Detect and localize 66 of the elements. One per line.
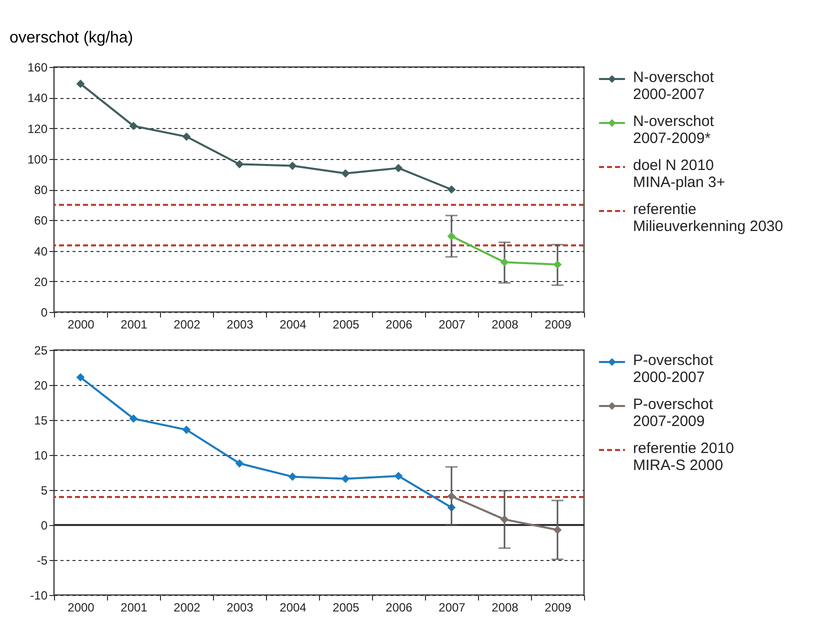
x-tick-label: 2000	[68, 600, 95, 614]
point	[235, 160, 244, 168]
x-tick-label: 2004	[280, 318, 307, 332]
point	[500, 515, 509, 524]
point	[341, 169, 350, 178]
y-tick-label: -5	[36, 554, 48, 568]
x-tick-label: 2009	[544, 318, 572, 332]
point	[76, 80, 85, 88]
x-tick-label: 2003	[226, 318, 254, 332]
x-tick-label: 2003	[226, 600, 254, 614]
y-tick-label: 100	[27, 152, 48, 166]
y-tick-label: 5	[40, 484, 48, 498]
y-tick-label: 120	[27, 122, 48, 136]
y-tick-label: 140	[27, 91, 48, 106]
point	[288, 162, 297, 170]
point	[553, 526, 562, 534]
x-tick-label: 2007	[438, 600, 466, 614]
point	[500, 258, 509, 266]
point	[447, 185, 456, 194]
point	[447, 492, 456, 500]
point	[182, 426, 191, 434]
x-tick-label: 2002	[174, 318, 201, 332]
legend-label: P-overschot 2000-2007	[633, 352, 714, 386]
legend-label: doel N 2010 MINA-plan 3+	[633, 157, 726, 191]
point	[129, 122, 138, 130]
y-tick-label: 20	[34, 378, 48, 392]
point	[129, 414, 138, 423]
y-tick-label: 15	[34, 414, 48, 428]
legend-label: referentie Milieuverkenning 2030	[633, 201, 784, 235]
point	[235, 459, 244, 468]
legend-label: N-overschot 2000-2007	[633, 69, 715, 103]
x-tick-label: 2008	[492, 600, 519, 614]
y-tick-label: 80	[34, 183, 48, 197]
x-tick-label: 2005	[332, 600, 360, 614]
point	[341, 474, 350, 483]
point	[553, 260, 562, 269]
y-tick-label: 20	[34, 274, 48, 289]
x-tick-label: 2002	[174, 600, 201, 614]
point	[182, 132, 191, 141]
point	[394, 472, 403, 480]
point	[447, 232, 456, 240]
x-tick-label: 2005	[332, 318, 360, 332]
y-tick-label: 25	[34, 344, 48, 358]
y-tick-label: 160	[27, 60, 48, 74]
legend-label: P-overschot 2007-2009	[633, 396, 714, 430]
y-tick-label: 60	[34, 214, 48, 228]
x-tick-label: 2001	[120, 318, 148, 332]
x-tick-label: 2006	[386, 600, 413, 614]
y-tick-label: -10	[30, 588, 48, 602]
x-tick-label: 2006	[386, 318, 413, 332]
y-tick-label: 10	[34, 448, 48, 462]
x-tick-label: 2007	[438, 318, 466, 332]
y-tick-label: 40	[34, 244, 48, 258]
x-tick-label: 2009	[544, 600, 572, 614]
x-tick-label: 2004	[280, 600, 307, 614]
x-tick-label: 2000	[68, 318, 95, 332]
point	[76, 373, 85, 382]
point	[394, 164, 403, 172]
x-tick-label: 2001	[120, 600, 148, 614]
legend-label: referentie 2010 MIRA-S 2000	[633, 440, 734, 474]
y-tick-label: 0	[40, 306, 48, 320]
legend-label: N-overschot 2007-2009*	[633, 113, 715, 147]
y-tick-label: 0	[40, 518, 48, 532]
x-tick-label: 2008	[492, 318, 519, 332]
y-axis-title: overschot (kg/ha)	[10, 30, 134, 46]
point	[288, 472, 297, 481]
